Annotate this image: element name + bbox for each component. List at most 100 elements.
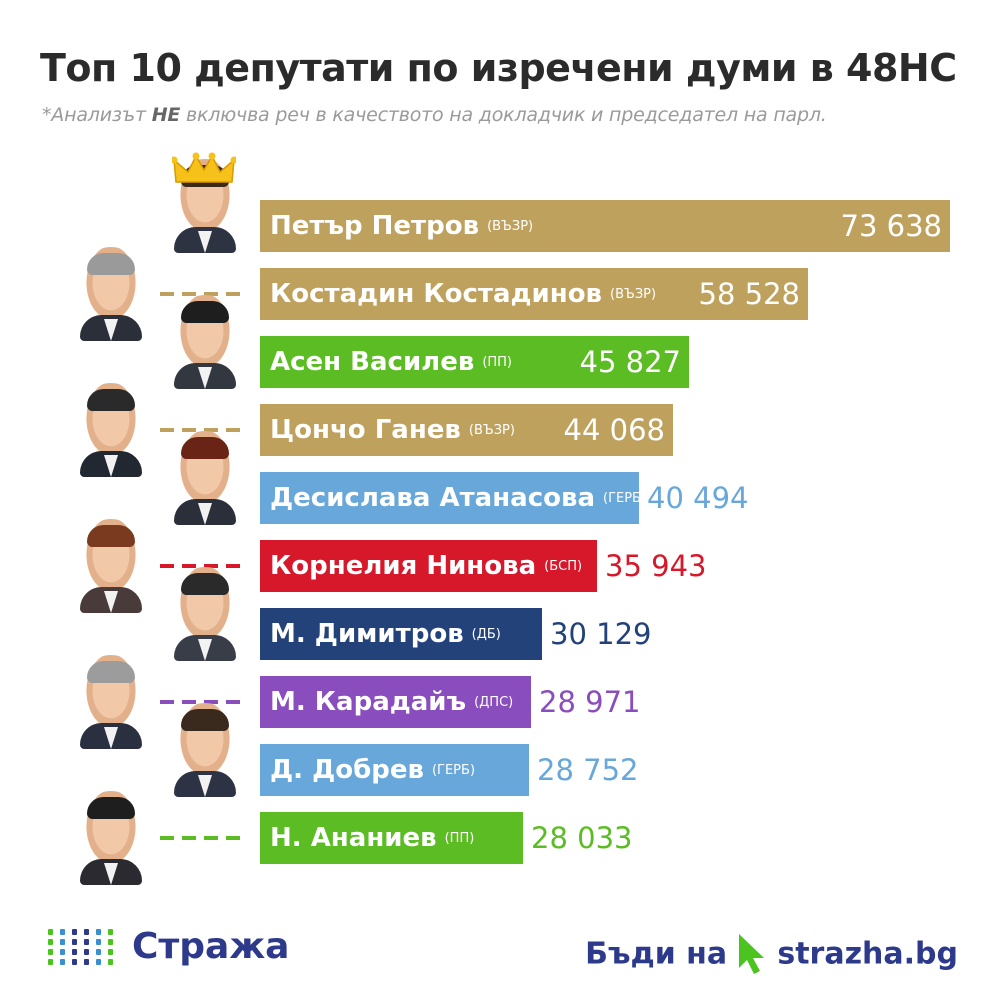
- logo-dot: [108, 959, 113, 965]
- call-to-action: Бъди на strazha.bg: [585, 932, 958, 974]
- party-label: (ВЪЗР): [468, 422, 515, 438]
- logo-dot: [96, 939, 101, 945]
- category-label: М. Карадайъ: [270, 687, 467, 717]
- value-label: 58 528: [698, 277, 800, 311]
- logo-dot: [72, 949, 77, 955]
- bar-label: Петър Петров (ВЪЗР): [270, 200, 533, 252]
- value-label: 73 638: [840, 209, 942, 243]
- category-label: Д. Добрев: [270, 755, 424, 785]
- avatar: [166, 703, 244, 797]
- connector-dash: [160, 292, 174, 296]
- connector-dash: [160, 428, 174, 432]
- connector-dash: [204, 564, 218, 568]
- logo-dot: [48, 949, 53, 955]
- logo-dot: [108, 949, 113, 955]
- connector-dash: [160, 836, 174, 840]
- party-label: (ГЕРБ): [431, 762, 476, 778]
- avatar-hair: [181, 301, 229, 323]
- connector-dash: [204, 836, 218, 840]
- value-label: 28 033: [531, 821, 633, 855]
- logo-dot: [96, 959, 101, 965]
- connector-dash: [182, 428, 196, 432]
- connector-dash: [204, 700, 218, 704]
- logo-dot: [48, 939, 53, 945]
- logo-dot: [60, 929, 65, 935]
- logo-dot: [72, 929, 77, 935]
- logo-dot: [60, 959, 65, 965]
- crown-icon: [172, 152, 236, 183]
- bar-3: Асен Василев (ПП): [260, 336, 689, 388]
- bar-label: Н. Ананиев (ПП): [270, 812, 474, 864]
- logo-dot: [96, 929, 101, 935]
- bar-label: Цончо Ганев (ВЪЗР): [270, 404, 515, 456]
- bar-6: Корнелия Нинова (БСП): [260, 540, 597, 592]
- category-label: Асен Василев: [270, 347, 475, 377]
- connector-dash: [226, 700, 240, 704]
- connector-dash: [204, 292, 218, 296]
- category-label: М. Димитров: [270, 619, 464, 649]
- category-label: Десислава Атанасова: [270, 483, 595, 513]
- avatar: [166, 567, 244, 661]
- logo-dot: [48, 929, 53, 935]
- bar-5: Десислава Атанасова (ГЕРБ): [260, 472, 646, 524]
- logo-dot: [84, 959, 89, 965]
- bar-8: М. Карадайъ (ДПС): [260, 676, 531, 728]
- bar-1: Петър Петров (ВЪЗР): [260, 200, 950, 252]
- connector-dash: [182, 564, 196, 568]
- logo-dot: [96, 949, 101, 955]
- bar-label: Костадин Костадинов (ВЪЗР): [270, 268, 656, 320]
- bar-label: Десислава Атанасова (ГЕРБ): [270, 472, 646, 524]
- avatar: [72, 655, 150, 749]
- logo-dot: [72, 939, 77, 945]
- page-title: Топ 10 депутати по изречени думи в 48НС: [40, 46, 957, 90]
- logo-text: Стража: [132, 926, 290, 967]
- avatar-hair: [87, 525, 135, 547]
- connector-dash: [226, 564, 240, 568]
- category-label: Корнелия Нинова: [270, 551, 537, 581]
- value-label: 35 943: [605, 549, 707, 583]
- avatar-hair: [87, 661, 135, 683]
- category-label: Цончо Ганев: [270, 415, 461, 445]
- logo-dot: [108, 929, 113, 935]
- avatar: [72, 791, 150, 885]
- logo-dot: [60, 949, 65, 955]
- bar-7: М. Димитров (ДБ): [260, 608, 542, 660]
- bar-label: Д. Добрев (ГЕРБ): [270, 744, 475, 796]
- party-label: (ДПС): [474, 694, 514, 710]
- avatar: [72, 383, 150, 477]
- avatar-hair: [181, 573, 229, 595]
- avatar: [72, 247, 150, 341]
- bar-10: Н. Ананиев (ПП): [260, 812, 523, 864]
- logo-dot: [48, 959, 53, 965]
- party-label: (БСП): [544, 558, 583, 574]
- connector-dash: [226, 836, 240, 840]
- logo-dot: [108, 939, 113, 945]
- connector-dash: [160, 700, 174, 704]
- subtitle-prefix: *Анализът: [42, 104, 152, 126]
- value-label: 45 827: [579, 345, 681, 379]
- party-label: (ГЕРБ): [603, 490, 647, 506]
- logo-dot: [84, 939, 89, 945]
- value-label: 28 971: [539, 685, 641, 719]
- avatar: [72, 519, 150, 613]
- avatar: [166, 431, 244, 525]
- subtitle-emphasis: НЕ: [151, 104, 181, 126]
- cursor-arrow-icon: [739, 934, 765, 974]
- connector-dash: [226, 292, 240, 296]
- page-subtitle: *Анализът НЕ включва реч в качеството на…: [42, 104, 827, 126]
- avatar-hair: [181, 709, 229, 731]
- subtitle-suffix: включва реч в качеството на докладчик и …: [180, 104, 827, 126]
- bar-9: Д. Добрев (ГЕРБ): [260, 744, 529, 796]
- connector-dash: [182, 292, 196, 296]
- connector-dash: [160, 564, 174, 568]
- cta-site: strazha.bg: [777, 936, 958, 972]
- connector-dash: [182, 700, 196, 704]
- category-label: Н. Ананиев: [270, 823, 437, 853]
- bar-label: Асен Василев (ПП): [270, 336, 512, 388]
- bar-4: Цончо Ганев (ВЪЗР): [260, 404, 673, 456]
- connector-dash: [182, 836, 196, 840]
- party-label: (ВЪЗР): [487, 218, 534, 234]
- bar-label: Корнелия Нинова (БСП): [270, 540, 582, 592]
- bar-label: М. Димитров (ДБ): [270, 608, 501, 660]
